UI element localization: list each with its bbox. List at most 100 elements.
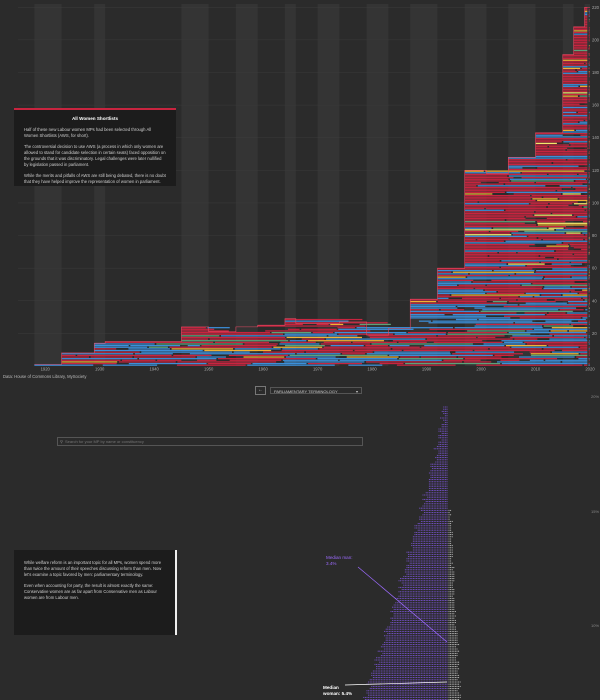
woman-mp-dot [441, 661, 443, 663]
mp-tenure-bar [588, 67, 590, 70]
woman-mp-dot [422, 688, 424, 690]
woman-mp-dot [427, 582, 429, 584]
woman-mp-dot [435, 553, 437, 555]
woman-mp-dot [408, 648, 410, 650]
woman-mp-dot [446, 483, 448, 485]
woman-mp-dot [433, 694, 435, 696]
woman-mp-dot [401, 608, 403, 610]
woman-mp-dot [446, 679, 448, 681]
woman-mp-dot [384, 641, 386, 643]
woman-mp-dot [395, 663, 397, 665]
woman-mp-dot [430, 507, 432, 509]
woman-mp-dot [433, 518, 435, 520]
woman-mp-dot [443, 465, 445, 467]
mp-tenure-bar [584, 15, 588, 17]
woman-mp-dot [408, 615, 410, 617]
woman-mp-dot [432, 652, 434, 654]
woman-mp-dot [438, 624, 440, 626]
woman-mp-dot [420, 584, 422, 586]
woman-mp-dot [401, 683, 403, 685]
mp-tenure-bar [586, 201, 588, 203]
woman-mp-dot [412, 628, 414, 630]
woman-mp-dot [430, 688, 432, 690]
mp-tenure-bar [338, 333, 394, 335]
topic-select[interactable]: PARLIAMENTARY TERMINOLOGY ▾ [270, 387, 362, 394]
woman-mp-dot [435, 578, 437, 580]
woman-mp-dot [428, 503, 430, 505]
woman-mp-dot [395, 692, 397, 694]
woman-mp-dot [424, 633, 426, 635]
woman-mp-dot [428, 692, 430, 694]
woman-mp-dot [438, 465, 440, 467]
mp-tenure-bar [426, 338, 513, 340]
woman-mp-dot [393, 628, 395, 630]
mp-tenure-bar [588, 214, 590, 216]
woman-mp-dot [425, 538, 427, 540]
man-mp-dot [450, 679, 452, 681]
mp-tenure-bar [551, 327, 588, 329]
woman-mp-dot [433, 465, 435, 467]
mp-tenure-bar [588, 191, 590, 193]
woman-mp-dot [416, 589, 418, 591]
man-mp-dot [458, 683, 460, 685]
woman-mp-dot [438, 503, 440, 505]
woman-mp-dot [425, 672, 427, 674]
mp-tenure-bar [410, 315, 486, 317]
woman-mp-dot [432, 657, 434, 659]
woman-mp-dot [424, 663, 426, 665]
mp-tenure-bar [545, 320, 572, 322]
man-mp-dot [453, 606, 455, 608]
woman-mp-dot [440, 558, 442, 560]
mp-tenure-bar [457, 305, 486, 308]
woman-mp-dot [420, 564, 422, 566]
woman-mp-dot [436, 481, 438, 483]
woman-mp-dot [396, 613, 398, 615]
woman-mp-dot [440, 677, 442, 679]
mp-tenure-bar [551, 263, 583, 265]
woman-mp-dot [436, 696, 438, 698]
woman-mp-dot [385, 639, 387, 641]
woman-mp-dot [392, 635, 394, 637]
woman-mp-dot [430, 584, 432, 586]
woman-mp-dot [440, 551, 442, 553]
woman-mp-dot [435, 567, 437, 569]
man-mp-dot [451, 553, 453, 555]
woman-mp-dot [436, 540, 438, 542]
woman-mp-dot [411, 622, 413, 624]
woman-mp-dot [395, 619, 397, 621]
woman-mp-dot [446, 531, 448, 533]
woman-mp-dot [428, 505, 430, 507]
back-button[interactable]: ← [255, 386, 266, 395]
woman-mp-dot [432, 593, 434, 595]
woman-mp-dot [393, 659, 395, 661]
woman-mp-dot [393, 626, 395, 628]
mp-tenure-bar [464, 216, 525, 218]
man-mp-dot [448, 547, 450, 549]
woman-mp-dot [412, 683, 414, 685]
woman-mp-dot [430, 531, 432, 533]
woman-mp-dot [406, 560, 408, 562]
woman-mp-dot [438, 509, 440, 511]
woman-mp-dot [400, 661, 402, 663]
woman-mp-dot [432, 591, 434, 593]
woman-mp-dot [419, 584, 421, 586]
woman-mp-dot [432, 481, 434, 483]
woman-mp-dot [443, 683, 445, 685]
mp-search-input[interactable] [65, 439, 345, 444]
woman-mp-dot [376, 668, 378, 670]
mp-tenure-bar [366, 353, 451, 355]
woman-mp-dot [374, 659, 376, 661]
woman-mp-dot [396, 630, 398, 632]
woman-mp-dot [427, 542, 429, 544]
woman-mp-dot [435, 474, 437, 476]
man-mp-dot [451, 663, 453, 665]
woman-mp-dot [440, 437, 442, 439]
woman-mp-dot [406, 694, 408, 696]
woman-mp-dot [392, 641, 394, 643]
woman-mp-dot [396, 641, 398, 643]
woman-mp-dot [433, 622, 435, 624]
woman-mp-dot [425, 600, 427, 602]
woman-mp-dot [393, 692, 395, 694]
woman-mp-dot [384, 652, 386, 654]
woman-mp-dot [444, 531, 446, 533]
